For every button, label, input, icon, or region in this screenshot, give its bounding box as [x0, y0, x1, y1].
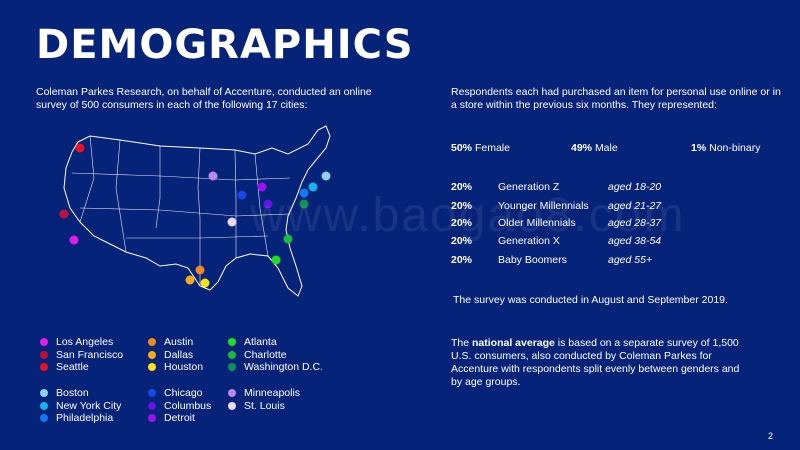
legend-dot-icon — [40, 414, 48, 423]
us-map-outline — [63, 125, 331, 297]
survey-date-text: The survey was conducted in August and S… — [453, 294, 728, 306]
us-map — [63, 125, 331, 297]
legend-item: Boston — [40, 387, 121, 400]
gender-nonbinary: 1% Non-binary — [691, 142, 761, 154]
national-average-text: The national average is based on a separ… — [451, 337, 740, 388]
gender-male: 49% Male — [571, 142, 618, 154]
legend-item: New York City — [40, 400, 121, 413]
legend-dot-icon — [40, 350, 48, 359]
legend-dot-icon — [228, 401, 236, 410]
legend-item: Los Angeles — [40, 336, 123, 349]
legend-item: Minneapolis — [228, 387, 300, 400]
legend-item: Seattle — [40, 361, 123, 374]
gender-female: 50% Female — [451, 142, 510, 154]
legend-dot-icon — [148, 414, 156, 423]
legend-item: San Francisco — [40, 349, 123, 362]
legend-item: Austin — [148, 336, 203, 349]
legend-item: Detroit — [148, 412, 211, 425]
legend-item: St. Louis — [228, 400, 300, 413]
legend-item: Houston — [148, 361, 203, 374]
legend-dot-icon — [148, 401, 156, 410]
legend-dot-icon — [40, 389, 48, 398]
legend-dot-icon — [148, 363, 156, 372]
legend-item: Columbus — [148, 400, 211, 413]
legend-item: Atlanta — [228, 336, 323, 349]
legend-dot-icon — [148, 350, 156, 359]
page-number: 2 — [768, 431, 774, 441]
legend-item: Philadelphia — [40, 412, 121, 425]
intro-right-text: Respondents each had purchased an item f… — [451, 86, 781, 111]
legend-item: Chicago — [148, 387, 211, 400]
legend-dot-icon — [148, 338, 156, 347]
legend-item: Washington D.C. — [228, 361, 323, 374]
watermark: www.baogao8.com — [250, 189, 686, 242]
legend-dot-icon — [40, 338, 48, 347]
legend-item: Dallas — [148, 349, 203, 362]
legend-dot-icon — [228, 389, 236, 398]
legend-dot-icon — [228, 363, 236, 372]
legend-dot-icon — [228, 350, 236, 359]
page-title: DEMOGRAPHICS — [36, 22, 414, 68]
legend-item: Charlotte — [228, 349, 323, 362]
intro-left-text: Coleman Parkes Research, on behalf of Ac… — [36, 86, 372, 111]
legend-dot-icon — [228, 338, 236, 347]
legend-dot-icon — [148, 389, 156, 398]
legend-dot-icon — [40, 401, 48, 410]
legend-dot-icon — [40, 363, 48, 372]
